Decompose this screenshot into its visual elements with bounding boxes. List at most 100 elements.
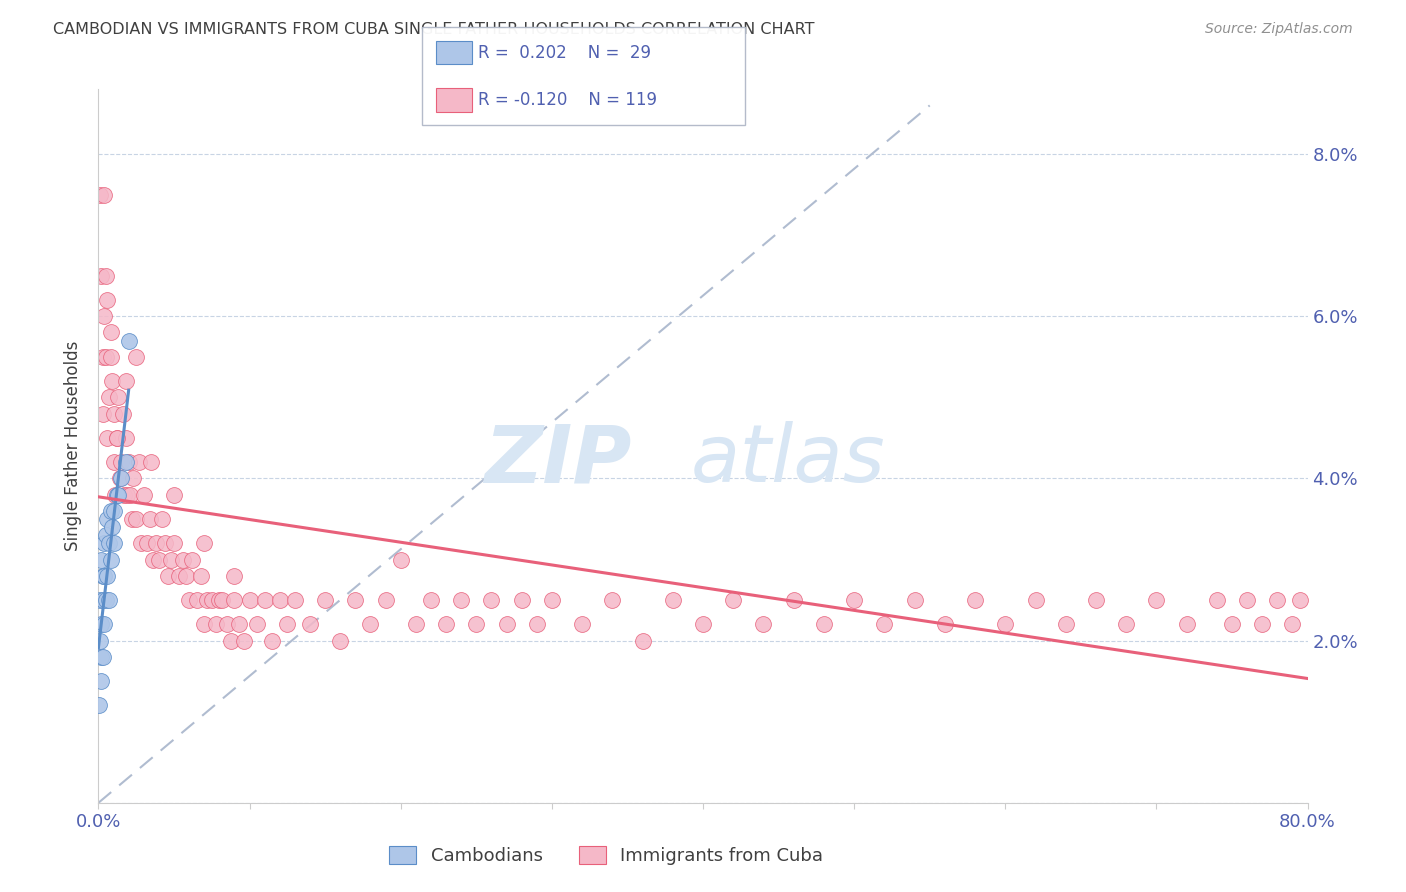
Point — [91, 407, 114, 421]
Point — [221, 633, 243, 648]
Point — [540, 593, 562, 607]
Point — [101, 374, 124, 388]
Point — [91, 568, 114, 582]
Point — [90, 268, 112, 283]
Point — [89, 633, 111, 648]
Point — [1281, 617, 1303, 632]
Point — [723, 593, 745, 607]
Point — [89, 593, 111, 607]
Point — [329, 633, 352, 648]
Point — [163, 488, 186, 502]
Point — [145, 536, 167, 550]
Point — [269, 593, 291, 607]
Point — [262, 633, 284, 648]
Point — [299, 617, 322, 632]
Point — [89, 187, 111, 202]
Point — [142, 552, 165, 566]
Point — [190, 568, 212, 582]
Point — [91, 649, 114, 664]
Point — [114, 455, 136, 469]
Point — [89, 698, 111, 713]
Point — [360, 617, 382, 632]
Point — [934, 617, 956, 632]
Point — [101, 520, 124, 534]
Point — [90, 649, 112, 664]
Point — [211, 593, 233, 607]
Point — [1085, 593, 1108, 607]
Point — [813, 617, 835, 632]
Point — [103, 504, 125, 518]
Point — [120, 488, 142, 502]
Point — [100, 350, 122, 364]
Point — [692, 617, 714, 632]
Point — [661, 593, 683, 607]
Point — [284, 593, 307, 607]
Point — [114, 431, 136, 445]
Point — [1206, 593, 1229, 607]
Point — [994, 617, 1017, 632]
Text: ZIP: ZIP — [484, 421, 631, 500]
Point — [167, 568, 190, 582]
Point — [118, 455, 141, 469]
Point — [510, 593, 533, 607]
Point — [94, 593, 117, 607]
Point — [114, 374, 136, 388]
Point — [94, 268, 117, 283]
Point — [526, 617, 548, 632]
Point — [105, 488, 128, 502]
Point — [193, 536, 215, 550]
Point — [110, 455, 132, 469]
Point — [224, 568, 246, 582]
Point — [186, 593, 208, 607]
Point — [1054, 617, 1077, 632]
Point — [105, 431, 128, 445]
Point — [239, 593, 262, 607]
Point — [129, 536, 152, 550]
Point — [344, 593, 367, 607]
Point — [1175, 617, 1198, 632]
Point — [94, 350, 117, 364]
Point — [228, 617, 250, 632]
Point — [495, 617, 517, 632]
Point — [965, 593, 987, 607]
Text: Source: ZipAtlas.com: Source: ZipAtlas.com — [1205, 22, 1353, 37]
Point — [602, 593, 624, 607]
Point — [571, 617, 593, 632]
Point — [246, 617, 269, 632]
Point — [201, 593, 224, 607]
Point — [160, 552, 183, 566]
Point — [141, 455, 163, 469]
Point — [105, 431, 128, 445]
Point — [103, 407, 125, 421]
Point — [208, 593, 231, 607]
Point — [405, 617, 427, 632]
Point — [139, 512, 162, 526]
Point — [215, 617, 238, 632]
Point — [873, 617, 896, 632]
Point — [172, 552, 194, 566]
Point — [374, 593, 396, 607]
Point — [193, 617, 215, 632]
Text: R =  0.202    N =  29: R = 0.202 N = 29 — [478, 44, 651, 62]
Point — [205, 617, 228, 632]
Point — [121, 512, 143, 526]
Point — [1251, 617, 1274, 632]
Point — [1220, 617, 1243, 632]
Point — [96, 431, 118, 445]
Point — [108, 471, 131, 485]
Point — [90, 552, 112, 566]
Point — [100, 552, 122, 566]
Point — [181, 552, 204, 566]
Point — [174, 568, 197, 582]
Point — [98, 390, 121, 404]
Point — [96, 293, 118, 307]
Point — [112, 488, 135, 502]
Point — [224, 593, 246, 607]
Point — [314, 593, 336, 607]
Point — [904, 593, 927, 607]
Point — [91, 593, 114, 607]
Legend: Cambodians, Immigrants from Cuba: Cambodians, Immigrants from Cuba — [382, 838, 831, 872]
Point — [103, 536, 125, 550]
Point — [118, 334, 141, 348]
Point — [481, 593, 503, 607]
